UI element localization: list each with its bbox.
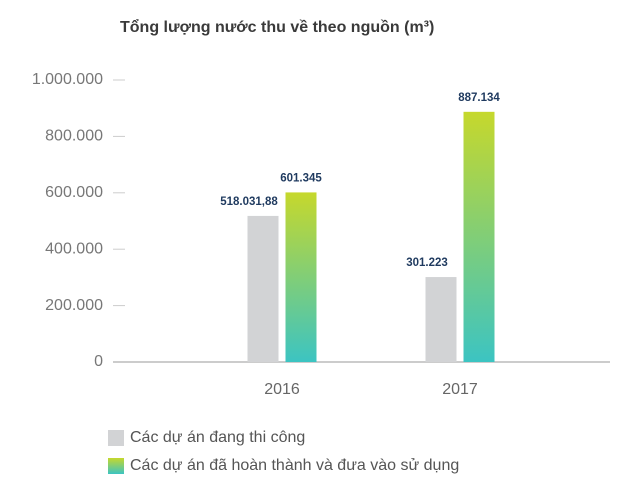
- chart-title: Tổng lượng nước thu về theo nguồn (m³): [120, 18, 434, 36]
- data-label: 301.223: [406, 257, 448, 269]
- y-tick-label: 0: [94, 353, 103, 370]
- x-tick-label: 2017: [442, 381, 478, 398]
- bar: [285, 192, 317, 362]
- data-label: 601.345: [280, 172, 322, 184]
- legend-swatch: [108, 458, 124, 474]
- y-tick-label: 1.000.000: [32, 71, 103, 88]
- y-tick-label: 200.000: [45, 297, 103, 314]
- x-tick-label: 2016: [264, 381, 300, 398]
- legend-label: Các dự án đã hoàn thành và đưa vào sử dụ…: [130, 457, 459, 474]
- y-tick-label: 600.000: [45, 184, 103, 201]
- bar: [463, 111, 495, 362]
- y-tick-label: 800.000: [45, 128, 103, 145]
- bar: [247, 215, 279, 362]
- y-tick-label: 400.000: [45, 240, 103, 257]
- legend-label: Các dự án đang thi công: [130, 429, 305, 446]
- data-label: 518.031,88: [220, 196, 278, 208]
- legend-swatch: [108, 430, 124, 446]
- bar: [425, 277, 457, 362]
- data-label: 887.134: [458, 92, 500, 104]
